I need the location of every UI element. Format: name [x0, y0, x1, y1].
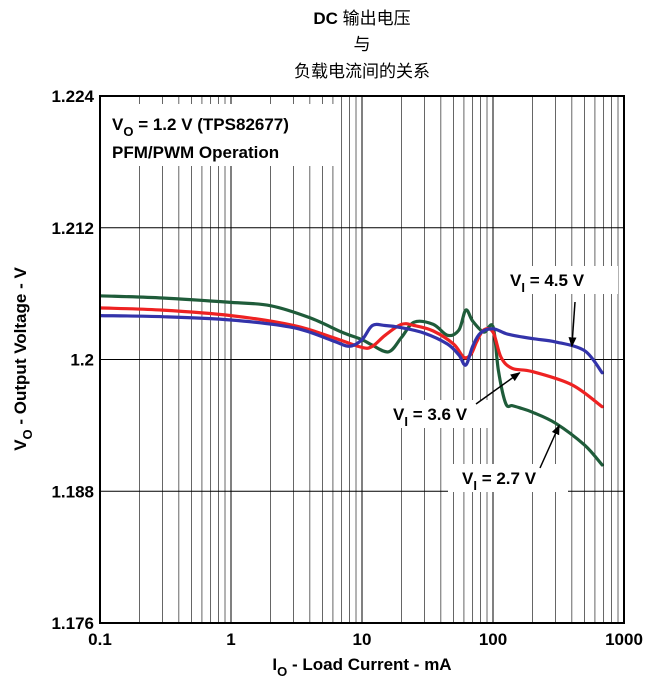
y-tick-label: 1.176: [51, 614, 94, 633]
series-label: VI = 3.6 V: [393, 405, 468, 429]
chart-title-line-2: 与: [354, 35, 371, 54]
x-tick-label: 0.1: [88, 630, 112, 649]
series-label: VI = 2.7 V: [462, 469, 537, 493]
series-line-2: [100, 294, 604, 467]
series-label-arrow: [475, 372, 521, 405]
x-tick-label: 100: [479, 630, 507, 649]
series-label-arrow: [568, 301, 577, 348]
series-lines: [100, 294, 604, 467]
chart-title-line-1: DC 输出电压: [313, 9, 410, 28]
chart-title-line-3: 负载电流间的关系: [294, 62, 430, 81]
x-axis-label: IO - Load Current - mA: [272, 655, 451, 679]
annotation-box: VO = 1.2 V (TPS82677) PFM/PWM Operation: [104, 104, 336, 166]
y-tick-label: 1.224: [51, 87, 94, 106]
y-tick-label: 1.212: [51, 219, 94, 238]
plot-frame: [99, 95, 625, 624]
y-axis-tick-labels: 1.176 1.188 1.2 1.212 1.224: [51, 87, 94, 633]
x-tick-label: 1: [226, 630, 235, 649]
x-tick-label: 10: [353, 630, 372, 649]
series-labels: VI = 4.5 V VI = 3.6 V VI = 2.7 V: [381, 266, 618, 493]
series-label-bg: [498, 266, 618, 294]
series-line-0: [100, 314, 604, 375]
series-label-bg: [381, 400, 489, 428]
series-label-arrow: [539, 424, 560, 469]
y-axis-label: VO - Output Voltage - V: [11, 267, 35, 451]
annotation-line-2: PFM/PWM Operation: [112, 143, 279, 162]
series-label-bg: [448, 464, 568, 492]
y-tick-label: 1.188: [51, 482, 94, 501]
x-axis-tick-labels: 0.1 1 10 100 1000: [88, 630, 643, 649]
series-label: VI = 4.5 V: [510, 271, 585, 295]
series-line-1: [100, 306, 604, 409]
x-tick-label: 1000: [605, 630, 643, 649]
y-tick-label: 1.2: [70, 351, 94, 370]
annotation-line-1: VO = 1.2 V (TPS82677): [112, 115, 289, 139]
chart-title-line-1-rest: 输出电压: [338, 9, 411, 28]
